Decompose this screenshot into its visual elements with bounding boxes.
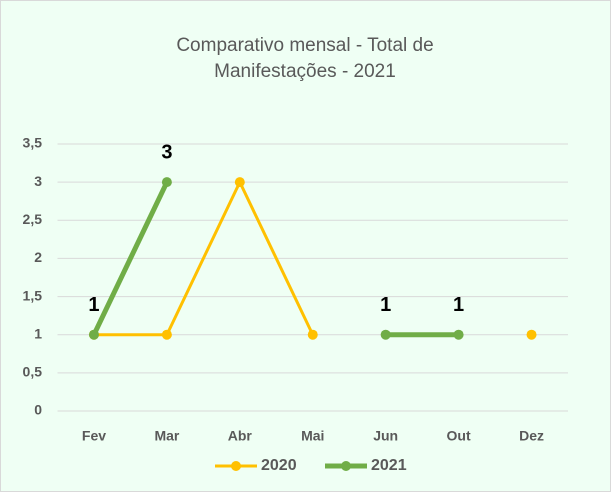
y-tick-label: 2,5 <box>23 211 43 227</box>
chart-title: Comparativo mensal - Total de <box>176 35 433 56</box>
y-tick-label: 0,5 <box>23 364 43 380</box>
x-tick-label: Mar <box>154 428 179 444</box>
data-label: 1 <box>453 294 464 316</box>
y-tick-label: 3,5 <box>23 135 43 151</box>
y-tick-label: 1,5 <box>23 287 43 303</box>
y-tick-label: 0 <box>34 402 42 418</box>
data-label: 1 <box>88 294 99 316</box>
legend-marker <box>231 461 241 471</box>
x-tick-label: Mai <box>301 428 324 444</box>
x-tick-label: Jun <box>373 428 398 444</box>
point <box>380 329 391 340</box>
legend-label: 2021 <box>371 457 407 474</box>
point <box>526 329 537 340</box>
point <box>88 329 99 340</box>
point <box>453 329 464 340</box>
series-line <box>93 180 315 337</box>
data-label: 3 <box>161 141 172 163</box>
legend-marker <box>341 461 351 471</box>
data-label: 1 <box>380 294 391 316</box>
point <box>161 329 172 340</box>
y-tick-label: 3 <box>34 173 42 189</box>
x-tick-label: Dez <box>519 428 544 444</box>
point <box>234 177 245 188</box>
chart-title: Manifestações - 2021 <box>214 61 396 82</box>
x-tick-label: Abr <box>228 428 253 444</box>
legend-label: 2020 <box>261 457 297 474</box>
x-tick-label: Out <box>447 428 471 444</box>
point <box>307 329 318 340</box>
y-tick-label: 1 <box>34 325 42 341</box>
x-tick-label: Fev <box>82 428 106 444</box>
series-line <box>91 181 170 336</box>
point <box>161 177 172 188</box>
y-tick-label: 2 <box>34 249 42 265</box>
